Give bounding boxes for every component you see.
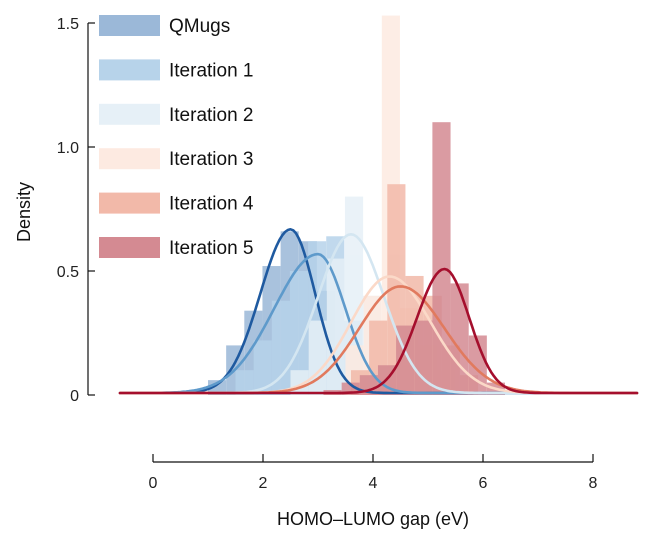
legend-swatch: [99, 15, 160, 36]
legend-label: Iteration 1: [169, 60, 254, 81]
histogram-bar: [450, 283, 469, 395]
histogram-bar: [235, 370, 254, 395]
y-tick-label: 1.5: [57, 16, 79, 33]
legend-item: Iteration 5: [99, 237, 254, 259]
histogram-bar: [289, 271, 309, 395]
legend-item: Iteration 1: [99, 59, 254, 81]
x-axis: 0 2 4 6 8: [149, 454, 598, 492]
legend-swatch: [99, 59, 160, 81]
legend-item: Iteration 4: [99, 192, 254, 215]
legend-item: Iteration 2: [99, 103, 254, 126]
histogram-bar: [414, 320, 433, 395]
y-tick-label: 0.5: [57, 264, 79, 281]
y-axis: 0 0.5 1.0 1.5: [57, 16, 95, 405]
legend: QMugs Iteration 1 Iteration 2 Iteration 3 It…: [99, 15, 254, 259]
kde-curves-layer: [118, 228, 639, 395]
legend-label: Iteration 2: [169, 105, 254, 126]
legend-label: Iteration 3: [169, 149, 254, 170]
x-axis-label: HOMO–LUMO gap (eV): [277, 509, 469, 529]
kde-curve-iteration-5: [118, 267, 639, 395]
legend-item: QMugs: [99, 15, 230, 37]
x-tick-label: 8: [589, 475, 598, 492]
legend-swatch: [99, 148, 160, 170]
legend-item: Iteration 3: [99, 148, 254, 170]
y-axis-label: Density: [14, 182, 34, 242]
x-tick-label: 2: [259, 475, 268, 492]
legend-label: Iteration 5: [169, 238, 254, 259]
x-tick-label: 6: [479, 475, 488, 492]
histogram-bar: [432, 122, 451, 395]
histogram-bar: [253, 340, 272, 395]
x-tick-label: 4: [369, 475, 378, 492]
legend-label: Iteration 4: [169, 194, 254, 215]
histogram-bar: [468, 335, 487, 395]
y-tick-label: 0: [70, 388, 79, 405]
legend-label: QMugs: [169, 16, 230, 37]
y-tick-label: 1.0: [57, 140, 79, 157]
legend-swatch: [99, 237, 160, 258]
legend-swatch: [99, 192, 160, 214]
x-tick-label: 0: [149, 475, 158, 492]
legend-swatch: [99, 103, 160, 125]
